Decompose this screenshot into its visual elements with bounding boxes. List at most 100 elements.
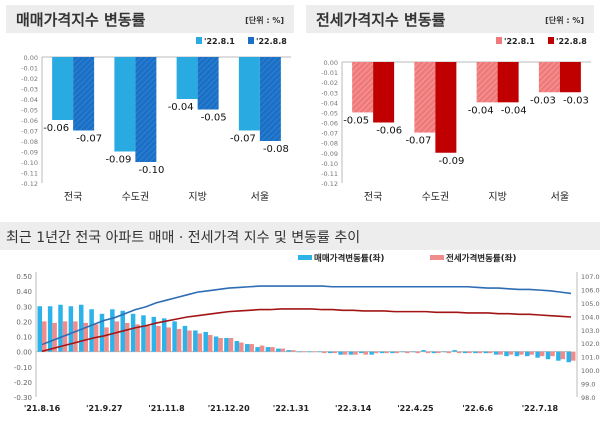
bar xyxy=(311,351,317,353)
bar xyxy=(373,351,379,354)
y-tick-label: 0.00 xyxy=(324,59,338,67)
data-label: -0.09 xyxy=(105,155,131,166)
data-label: -0.05 xyxy=(343,115,369,126)
bar xyxy=(176,328,182,352)
category-label: 지방 xyxy=(188,191,206,203)
left-tick-label: -0.10 xyxy=(14,364,32,372)
left-tick-label: -0.20 xyxy=(14,379,32,387)
bar xyxy=(545,351,551,360)
data-label: -0.08 xyxy=(263,144,289,155)
bar xyxy=(259,345,265,352)
bar xyxy=(384,351,389,354)
y-tick-label: -0.12 xyxy=(21,180,38,188)
bar xyxy=(213,336,219,352)
bar xyxy=(348,351,354,355)
y-tick-label: -0.04 xyxy=(21,96,38,104)
legend-swatch xyxy=(248,37,254,44)
bar xyxy=(415,351,420,354)
bar xyxy=(114,57,136,152)
legend-label: '22.8.8 xyxy=(256,37,287,46)
bar xyxy=(259,57,281,141)
bar xyxy=(73,57,95,131)
bar xyxy=(473,351,478,354)
bar xyxy=(538,62,560,93)
bar xyxy=(176,57,198,99)
y-tick-label: -0.09 xyxy=(321,150,338,158)
bar xyxy=(400,351,406,353)
y-tick-label: -0.12 xyxy=(321,180,338,188)
bar xyxy=(182,325,188,352)
unit-label: [단위 : %] xyxy=(245,15,284,25)
left-tick-label: 0.30 xyxy=(16,303,32,311)
legend-swatch xyxy=(196,37,202,44)
y-tick-label: -0.04 xyxy=(321,99,338,107)
y-tick-label: -0.01 xyxy=(321,69,338,77)
bar xyxy=(556,351,561,361)
bar xyxy=(52,57,74,120)
legend-swatch xyxy=(548,37,554,44)
bar xyxy=(203,331,208,352)
bar xyxy=(89,309,94,352)
bar xyxy=(42,321,47,352)
left-tick-label: 0.40 xyxy=(16,288,32,296)
bar xyxy=(239,342,244,352)
data-label: -0.07 xyxy=(76,134,102,145)
data-label: -0.03 xyxy=(563,95,589,106)
bar xyxy=(322,351,327,354)
title-bar xyxy=(306,5,594,33)
bar xyxy=(290,350,296,352)
y-tick-label: -0.05 xyxy=(21,107,38,115)
jeonse-index-line xyxy=(41,308,572,353)
category-label: 수도권 xyxy=(122,191,150,203)
y-tick-label: -0.11 xyxy=(321,170,338,178)
unit-label: [단위 : %] xyxy=(545,15,584,25)
bar xyxy=(414,62,436,133)
bar xyxy=(363,351,369,355)
bar xyxy=(83,322,88,352)
legend-label: '22.8.1 xyxy=(204,37,235,46)
x-tick-label: '22.4.25 xyxy=(397,404,434,413)
bar xyxy=(425,351,431,354)
bar xyxy=(73,321,78,352)
left-tick-label: 0.00 xyxy=(16,349,32,357)
x-tick-label: '22.1.31 xyxy=(273,404,310,413)
x-tick-label: '22.7.18 xyxy=(522,404,559,413)
y-tick-label: -0.07 xyxy=(321,130,338,138)
bar xyxy=(436,351,441,354)
bar xyxy=(276,348,281,352)
sale-index-line xyxy=(41,285,572,346)
bar xyxy=(504,351,509,357)
bar xyxy=(47,306,53,352)
left-tick-label: -0.30 xyxy=(14,394,32,402)
legend-label: '22.8.8 xyxy=(556,37,587,46)
legend-swatch xyxy=(298,255,312,260)
bar xyxy=(353,351,358,355)
y-tick-label: -0.09 xyxy=(21,149,38,157)
bar xyxy=(114,321,120,352)
bar xyxy=(135,57,157,162)
y-tick-label: -0.05 xyxy=(321,109,338,117)
bar xyxy=(539,351,545,357)
bar xyxy=(280,348,286,352)
bar xyxy=(571,351,576,361)
y-tick-label: -0.06 xyxy=(321,120,338,128)
bar xyxy=(508,351,514,355)
bar xyxy=(317,351,323,353)
y-tick-label: 0.00 xyxy=(24,54,38,62)
bar xyxy=(145,325,151,352)
bar xyxy=(493,351,499,355)
bar xyxy=(270,347,275,352)
data-label: -0.06 xyxy=(376,126,402,137)
bar xyxy=(476,62,498,103)
x-tick-label: '21.12.20 xyxy=(208,404,250,413)
bar xyxy=(193,330,198,352)
category-label: 지방 xyxy=(488,191,506,203)
bar xyxy=(58,304,63,352)
right-tick-label: 99.0 xyxy=(581,381,595,389)
bar xyxy=(228,338,234,352)
bar xyxy=(338,351,343,355)
bar xyxy=(296,351,302,353)
bar xyxy=(467,351,472,354)
right-tick-label: 104.0 xyxy=(581,313,600,321)
bar xyxy=(410,351,416,353)
